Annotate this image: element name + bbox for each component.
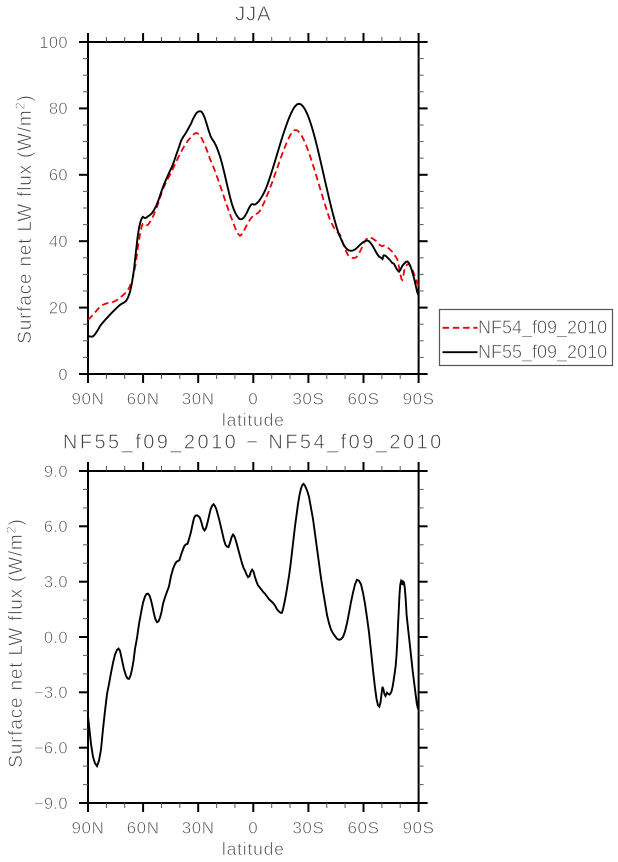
svg-text:−6.0: −6.0 [34, 740, 68, 758]
svg-text:90N: 90N [72, 819, 105, 838]
svg-text:−9.0: −9.0 [34, 795, 68, 813]
svg-text:60N: 60N [127, 819, 160, 838]
svg-text:0: 0 [58, 366, 68, 384]
svg-text:80: 80 [49, 100, 68, 118]
svg-text:Surface net LW flux (W/m2): Surface net LW flux (W/m2) [13, 94, 37, 343]
svg-text:20: 20 [49, 299, 68, 317]
svg-text:NF55_f09_2010 − NF54_f09_2010: NF55_f09_2010 − NF54_f09_2010 [63, 432, 444, 454]
svg-text:3.0: 3.0 [44, 574, 68, 592]
svg-text:30S: 30S [292, 819, 324, 838]
svg-text:60S: 60S [347, 390, 379, 409]
svg-text:40: 40 [49, 233, 68, 251]
svg-text:30N: 30N [182, 390, 215, 409]
svg-text:0.0: 0.0 [44, 629, 68, 647]
svg-text:60N: 60N [127, 390, 160, 409]
svg-text:latitude: latitude [222, 410, 285, 430]
svg-text:90N: 90N [72, 390, 105, 409]
svg-text:100: 100 [39, 34, 68, 52]
svg-text:0: 0 [248, 819, 258, 838]
svg-text:60S: 60S [347, 819, 379, 838]
svg-text:90S: 90S [403, 390, 435, 409]
svg-text:Surface net LW flux (W/m2): Surface net LW flux (W/m2) [4, 518, 28, 767]
svg-text:30S: 30S [292, 390, 324, 409]
svg-text:latitude: latitude [222, 839, 285, 859]
svg-text:JJA: JJA [235, 4, 271, 26]
svg-text:−3.0: −3.0 [34, 684, 68, 702]
svg-text:30N: 30N [182, 819, 215, 838]
svg-text:60: 60 [49, 167, 68, 185]
svg-text:90S: 90S [403, 819, 435, 838]
svg-text:NF55_f09_2010: NF55_f09_2010 [478, 342, 607, 363]
svg-text:NF54_f09_2010: NF54_f09_2010 [478, 318, 607, 339]
svg-text:9.0: 9.0 [44, 463, 68, 481]
svg-text:6.0: 6.0 [44, 518, 68, 536]
svg-text:0: 0 [248, 390, 258, 409]
